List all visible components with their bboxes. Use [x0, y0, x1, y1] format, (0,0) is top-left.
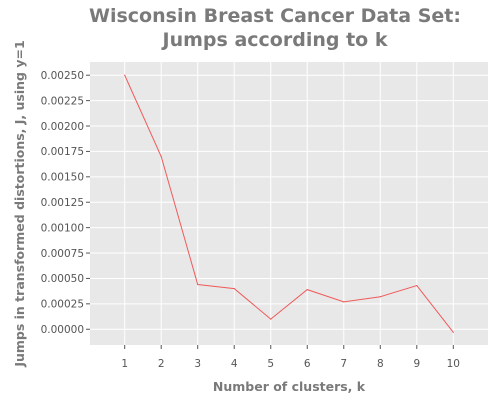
- y-tick-label: 0.00200: [41, 121, 84, 133]
- y-tick-label: 0.00025: [41, 299, 84, 311]
- y-tick-label: 0.00150: [41, 172, 84, 184]
- data-point: [306, 289, 308, 291]
- grid-lines: [90, 62, 488, 345]
- x-tick-label: 7: [340, 358, 347, 370]
- y-axis-ticks: 0.00000 0.00025 0.00050 0.00075 0.00100 0.001…: [41, 70, 90, 336]
- x-tick-label: 10: [447, 358, 460, 370]
- data-point: [160, 155, 162, 158]
- data-point: [197, 283, 199, 286]
- y-tick-label: 0.00175: [41, 146, 84, 158]
- y-tick-label: 0.00250: [41, 70, 84, 82]
- y-tick-label: 0.00000: [41, 324, 84, 336]
- series-layer: [124, 74, 454, 333]
- x-tick-label: 6: [304, 358, 311, 370]
- data-point: [379, 296, 381, 298]
- y-axis-label: Jumps in transformed distortions, J, usi…: [12, 40, 27, 367]
- x-tick-label: 1: [121, 358, 128, 370]
- x-tick-label: 5: [267, 358, 274, 370]
- y-tick-label: 0.00125: [41, 197, 84, 209]
- data-point: [270, 318, 272, 320]
- data-point: [452, 331, 454, 333]
- chart-title: Wisconsin Breast Cancer Data Set: Jumps …: [89, 5, 461, 51]
- data-point: [416, 284, 418, 287]
- y-tick-label: 0.00075: [41, 248, 84, 260]
- y-tick-label: 0.00225: [41, 95, 84, 107]
- series-line: [124, 75, 454, 333]
- x-tick-label: 4: [231, 358, 238, 370]
- data-point: [233, 288, 235, 290]
- x-axis-label: Number of clusters, k: [213, 379, 366, 394]
- data-point: [343, 301, 345, 303]
- plot-background: [90, 62, 488, 345]
- y-tick-label: 0.00050: [41, 273, 84, 285]
- x-tick-label: 9: [413, 358, 420, 370]
- x-tick-label: 3: [194, 358, 201, 370]
- x-tick-label: 2: [158, 358, 165, 370]
- data-point: [124, 74, 126, 76]
- x-axis-ticks: 1 2 3 4 5 6 7 8 9 10: [121, 345, 460, 370]
- x-tick-label: 8: [377, 358, 384, 370]
- y-tick-label: 0.00100: [41, 222, 84, 234]
